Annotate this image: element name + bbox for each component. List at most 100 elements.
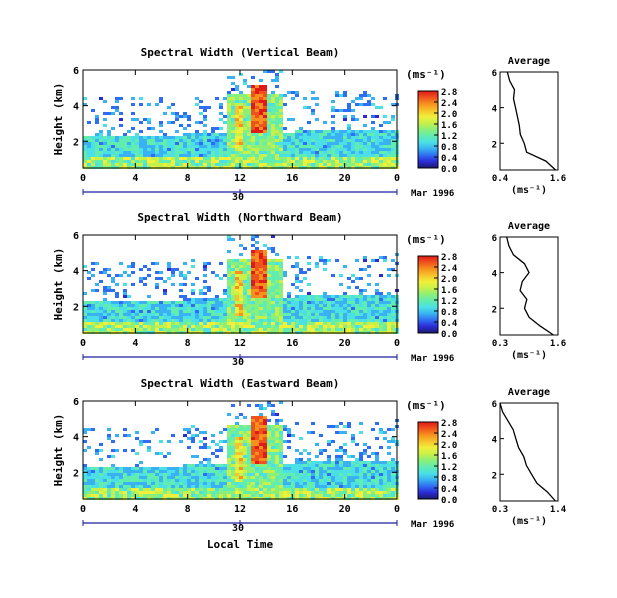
colorbar-tick-label: 1.2 (441, 463, 457, 473)
heatmap-cell (247, 319, 251, 322)
heatmap-cell (239, 106, 243, 109)
heatmap-cell (383, 121, 387, 124)
heatmap-cell (387, 461, 391, 464)
heatmap-cell (231, 76, 235, 79)
heatmap-cell (159, 121, 163, 124)
heatmap-cell (199, 148, 203, 151)
colorbar-tick-label: 0.0 (441, 496, 457, 506)
heatmap-cell (107, 136, 111, 139)
heatmap-cell (103, 485, 107, 488)
heatmap-cell (335, 461, 339, 464)
heatmap-cell (87, 316, 91, 319)
x-tick-label: 4 (132, 173, 138, 184)
heatmap-cell (363, 470, 367, 473)
heatmap-cell (99, 160, 103, 163)
heatmap-cell (259, 473, 263, 476)
heatmap-cell (331, 482, 335, 485)
heatmap-cell (307, 473, 311, 476)
heatmap-cell (283, 473, 287, 476)
heatmap-cell (175, 319, 179, 322)
heatmap-cell (107, 307, 111, 310)
heatmap-cell (115, 295, 119, 298)
heatmap-cell (335, 476, 339, 479)
heatmap-cell (327, 163, 331, 166)
heatmap-cell (131, 142, 135, 145)
heatmap-cell (387, 301, 391, 304)
heatmap-cell (235, 301, 239, 304)
heatmap-cell (111, 106, 115, 109)
heatmap-cell (251, 485, 255, 488)
heatmap-cell (299, 145, 303, 148)
heatmap-cell (227, 283, 231, 286)
heatmap-cell (211, 310, 215, 313)
heatmap-cell (275, 443, 279, 446)
heatmap-cell (87, 310, 91, 313)
heatmap-cell (391, 154, 395, 157)
heatmap-cell (263, 292, 267, 295)
heatmap-cell (207, 491, 211, 494)
heatmap-cell (227, 494, 231, 497)
heatmap-cell (323, 470, 327, 473)
heatmap-cell (291, 136, 295, 139)
heatmap-cell (187, 437, 191, 440)
heatmap-cell (171, 322, 175, 325)
heatmap-cell (199, 473, 203, 476)
colorbar-unit: (ms⁻¹) (406, 68, 446, 81)
heatmap-cell (259, 274, 263, 277)
heatmap-cell (191, 485, 195, 488)
heatmap-cell (311, 163, 315, 166)
heatmap-cell (87, 271, 91, 274)
y-tick-label: 4 (73, 433, 79, 444)
heatmap-cell (279, 488, 283, 491)
heatmap-cell (351, 316, 355, 319)
heatmap-cell (243, 283, 247, 286)
heatmap-cell (275, 286, 279, 289)
heatmap-cell (275, 488, 279, 491)
heatmap-cell (279, 139, 283, 142)
heatmap-cell (255, 304, 259, 307)
heatmap-cell (131, 148, 135, 151)
heatmap-cell (227, 482, 231, 485)
heatmap-cell (279, 289, 283, 292)
heatmap-cell (255, 277, 259, 280)
heatmap-cell (307, 467, 311, 470)
heatmap-cell (323, 464, 327, 467)
heatmap-cell (291, 319, 295, 322)
heatmap-cell (159, 322, 163, 325)
heatmap-cell (267, 118, 271, 121)
heatmap-cell (195, 142, 199, 145)
heatmap-cell (103, 148, 107, 151)
heatmap-cell (279, 452, 283, 455)
heatmap-cell (183, 485, 187, 488)
heatmap-cell (303, 322, 307, 325)
heatmap-cell (91, 476, 95, 479)
heatmap-cell (343, 482, 347, 485)
heatmap-cell (263, 473, 267, 476)
heatmap-cell (259, 476, 263, 479)
heatmap-cell (295, 145, 299, 148)
heatmap-cell (207, 482, 211, 485)
heatmap-cell (119, 310, 123, 313)
heatmap-cell (203, 316, 207, 319)
heatmap-cell (131, 482, 135, 485)
heatmap-cell (179, 142, 183, 145)
heatmap-cell (375, 163, 379, 166)
heatmap-cell (243, 479, 247, 482)
heatmap-cell (107, 148, 111, 151)
heatmap-cell (251, 419, 255, 422)
heatmap-cell (227, 328, 231, 331)
heatmap-cell (363, 319, 367, 322)
x-tick-label: 20 (339, 173, 351, 184)
heatmap-cell (387, 295, 391, 298)
heatmap-cell (267, 130, 271, 133)
heatmap-cell (191, 488, 195, 491)
heatmap-cell (239, 485, 243, 488)
x-tick-label: 16 (286, 173, 298, 184)
heatmap-cell (183, 112, 187, 115)
heatmap-cell (135, 148, 139, 151)
heatmap-cell (267, 473, 271, 476)
heatmap-cell (235, 283, 239, 286)
heatmap-cell (247, 316, 251, 319)
heatmap-cell (283, 467, 287, 470)
heatmap-cell (259, 148, 263, 151)
